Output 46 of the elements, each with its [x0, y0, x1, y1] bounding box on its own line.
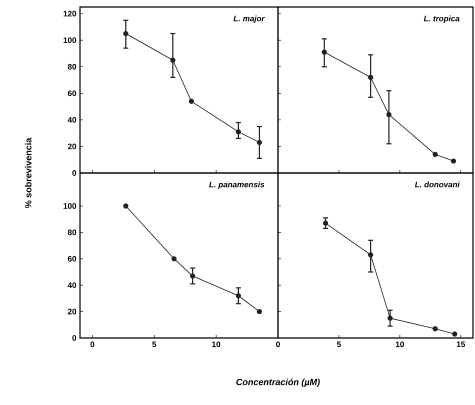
y-tick-label: 20: [68, 144, 76, 150]
x-tick-label: 0: [276, 342, 280, 348]
y-tick-label: 60: [68, 256, 76, 262]
point: [432, 152, 438, 157]
point: [236, 129, 241, 134]
point: [388, 316, 393, 321]
x-tick-label: 10: [396, 342, 404, 348]
y-tick-label: 100: [64, 203, 76, 209]
x-tick-label: 0: [90, 342, 94, 348]
y-tick-label: 80: [68, 230, 76, 236]
y-tick-label: 60: [68, 90, 76, 96]
y-tick-label: 40: [68, 282, 76, 288]
y-tick-label: 40: [68, 117, 76, 123]
point: [236, 293, 241, 298]
point: [368, 252, 374, 258]
y-tick-label: 80: [68, 64, 76, 70]
point: [256, 140, 262, 146]
point: [123, 30, 128, 36]
text: L. tropica: [424, 16, 460, 23]
y-tick-label: 0: [72, 170, 76, 176]
x-tick-label: 15: [456, 342, 466, 348]
y-tick-label: 120: [64, 10, 76, 16]
point: [256, 308, 262, 314]
point: [171, 256, 177, 262]
point: [432, 326, 438, 332]
point: [170, 58, 176, 63]
y-tick-label: 100: [64, 37, 76, 44]
y-tick-label: 0: [72, 335, 76, 341]
point: [322, 50, 327, 55]
x-tick-label: 5: [336, 342, 341, 348]
y-axis-title: % sobrevivencia: [24, 138, 32, 208]
point: [368, 74, 374, 80]
text: L. panamensis: [209, 181, 264, 189]
text: L. major: [234, 16, 265, 23]
point: [452, 331, 458, 337]
x-tick-label: 5: [152, 342, 156, 348]
point: [188, 98, 194, 104]
point: [450, 158, 456, 164]
x-tick-label: 10: [212, 342, 220, 348]
point: [123, 203, 128, 209]
point: [386, 112, 392, 118]
point: [190, 273, 196, 279]
text: L. donovani: [414, 181, 460, 188]
y-tick-label: 20: [68, 308, 76, 314]
x-axis-title: Concentración (µM): [236, 378, 320, 387]
point: [322, 220, 328, 226]
